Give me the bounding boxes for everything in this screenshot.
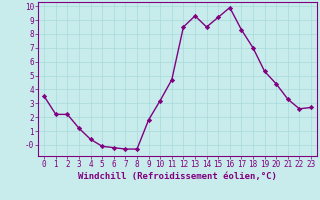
X-axis label: Windchill (Refroidissement éolien,°C): Windchill (Refroidissement éolien,°C) <box>78 172 277 181</box>
